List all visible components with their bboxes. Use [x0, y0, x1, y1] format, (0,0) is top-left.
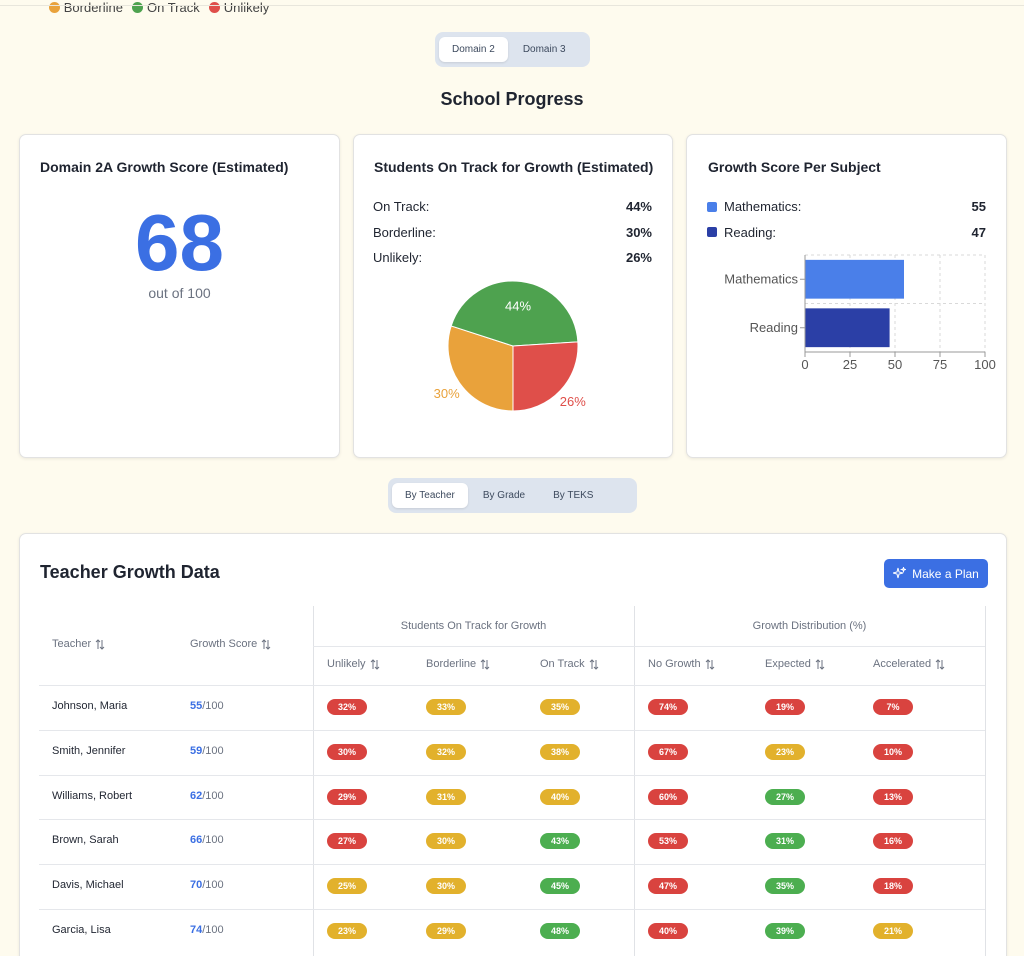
domain-tabs: Domain 2 Domain 3	[435, 32, 590, 67]
card-title: Growth Score Per Subject	[708, 159, 881, 175]
stat-value: 44%	[625, 199, 652, 214]
subject-label: Mathematics:	[724, 199, 802, 214]
slice-label: 44%	[505, 298, 531, 313]
stat-label: Borderline:	[373, 224, 436, 240]
legend-item: On Track	[132, 0, 200, 15]
bar	[805, 259, 904, 299]
view-tabs: By Teacher By Grade By TEKS	[388, 478, 637, 513]
page-title: School Progress	[440, 89, 584, 109]
subject-row: Mathematics: 55	[707, 199, 986, 214]
legend-label: Unlikely	[223, 0, 270, 15]
legend-item: Borderline	[48, 0, 123, 15]
y-tick-label: Reading	[750, 320, 798, 335]
legend-dot	[48, 2, 60, 13]
sparkle-icon	[893, 567, 907, 579]
legend-square	[707, 227, 717, 237]
table-title: Teacher Growth Data	[40, 562, 220, 582]
subject-value: 47	[971, 224, 986, 240]
y-tick-label: Mathematics	[724, 271, 798, 286]
slice-label: 26%	[560, 394, 586, 409]
pie-legend: Borderline On Track Unlikely	[0, 0, 318, 15]
legend-square	[707, 201, 717, 212]
stat-row: On Track: 44%	[373, 199, 652, 214]
tab[interactable]: By Grade	[482, 490, 526, 501]
legend-item: Unlikely	[208, 0, 270, 15]
tab[interactable]: By Teacher	[392, 483, 468, 508]
subject-value: 55	[971, 199, 986, 214]
card-title: Students On Track for Growth (Estimated)	[374, 159, 654, 175]
x-tick-label: 0	[801, 357, 808, 372]
top-border	[0, 5, 1024, 6]
stat-label: On Track:	[373, 199, 430, 214]
subject-label: Reading:	[724, 224, 777, 240]
slice-label: 30%	[434, 386, 460, 401]
tab[interactable]: Domain 2	[439, 37, 508, 62]
tab[interactable]: By TEKS	[553, 490, 594, 501]
x-tick-label: 50	[888, 357, 902, 372]
subject-row: Reading: 47	[707, 225, 986, 240]
button-label: Make a Plan	[912, 566, 979, 581]
legend-dot	[132, 2, 143, 13]
pie-chart: 30% 44% 26%	[434, 280, 586, 412]
score-caption: out of 100	[148, 285, 211, 301]
x-tick-label: 75	[933, 357, 947, 372]
subject-label-wrap: Reading:	[707, 225, 776, 240]
tab[interactable]: Domain 3	[522, 44, 566, 55]
legend-label: Borderline	[63, 0, 123, 15]
x-tick-label: 25	[843, 357, 857, 372]
card-title: Domain 2A Growth Score (Estimated)	[40, 159, 289, 175]
pie-slice	[512, 341, 579, 412]
legend-label: On Track	[147, 0, 200, 15]
legend-dot	[208, 2, 220, 13]
bar-chart: 0 25 50 75 100 Mathematics Reading	[724, 254, 996, 372]
pie-slice	[450, 280, 579, 347]
stat-label: Unlikely:	[373, 250, 423, 265]
stat-value: 30%	[625, 224, 652, 240]
bar	[805, 308, 890, 348]
table-card: Teacher Growth Data Make a Plan	[19, 533, 1007, 956]
stat-row: Unlikely: 26%	[373, 250, 652, 265]
subject-label-wrap: Mathematics:	[707, 199, 801, 214]
score-card: Domain 2A Growth Score (Estimated) 68 ou…	[19, 134, 340, 458]
x-tick-label: 100	[974, 357, 996, 372]
stat-row: Borderline: 30%	[373, 225, 652, 240]
make-plan-button[interactable]: Make a Plan	[884, 559, 988, 588]
pie-slice	[447, 325, 514, 412]
score: 68	[135, 198, 224, 287]
stat-value: 26%	[625, 250, 652, 265]
